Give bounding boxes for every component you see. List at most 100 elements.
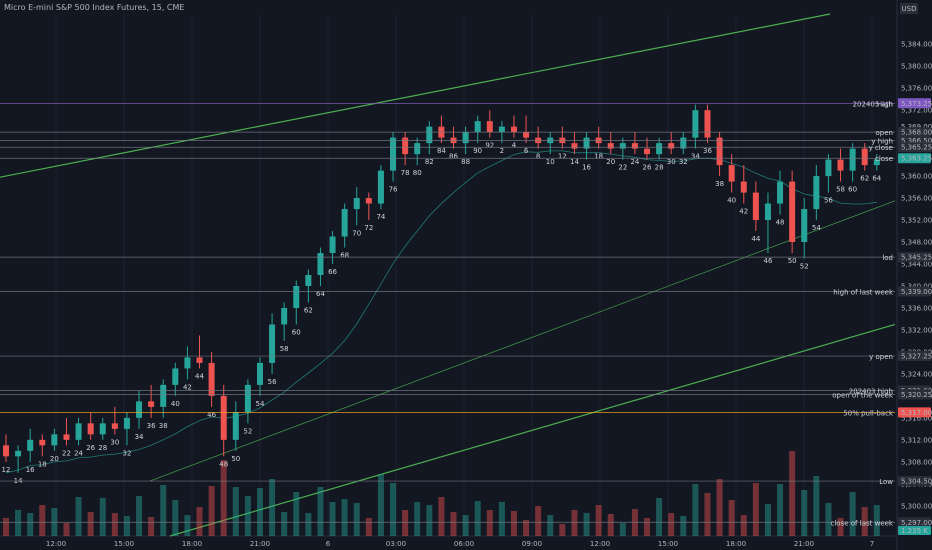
y-tick-label: 5,300.00 — [901, 502, 932, 510]
volume-bar — [317, 487, 324, 536]
bar-count-label: 44 — [751, 235, 760, 243]
candle-body[interactable] — [414, 143, 421, 155]
volume-bar — [160, 485, 167, 536]
candle-body[interactable] — [353, 198, 360, 210]
volume-bar — [232, 487, 239, 536]
candle-body[interactable] — [861, 148, 868, 166]
candle-body[interactable] — [51, 434, 58, 446]
volume-bar — [462, 515, 469, 536]
candle-body[interactable] — [148, 401, 155, 407]
candle-body[interactable] — [656, 143, 663, 155]
level-label: y high — [871, 137, 893, 145]
bar-count-label: 56 — [824, 197, 833, 205]
candle-body[interactable] — [281, 307, 288, 325]
volume-bar — [571, 510, 578, 536]
bar-count-label: 80 — [413, 169, 422, 177]
candle-body[interactable] — [39, 439, 46, 446]
candle-body[interactable] — [728, 165, 735, 182]
candle-body[interactable] — [825, 159, 832, 177]
volume-bar — [75, 497, 82, 536]
candle-body[interactable] — [813, 176, 820, 210]
candle-body[interactable] — [510, 126, 517, 133]
candle-body[interactable] — [704, 110, 711, 138]
candle-body[interactable] — [208, 362, 215, 396]
candle-body[interactable] — [75, 423, 82, 440]
candle-body[interactable] — [716, 137, 723, 166]
bar-count-label: 62 — [304, 306, 313, 314]
currency-badge[interactable] — [900, 3, 918, 14]
candle-body[interactable] — [220, 395, 227, 440]
bar-count-label: 48 — [219, 460, 228, 468]
candle-body[interactable] — [619, 143, 626, 149]
level-price-badge — [898, 153, 931, 164]
candle-body[interactable] — [87, 423, 94, 435]
candle-body[interactable] — [486, 121, 493, 133]
candle-body[interactable] — [15, 450, 22, 457]
candle-body[interactable] — [305, 275, 312, 286]
candle-body[interactable] — [390, 137, 397, 171]
candle-body[interactable] — [849, 148, 856, 171]
y-tick-label: 5,356.00 — [901, 195, 932, 203]
candle-body[interactable] — [172, 368, 179, 385]
candle-body[interactable] — [873, 159, 880, 166]
trendline-lower — [169, 323, 896, 537]
candle-body[interactable] — [740, 181, 747, 193]
candle-body[interactable] — [99, 423, 106, 435]
candle-body[interactable] — [196, 357, 203, 363]
candle-body[interactable] — [668, 143, 675, 149]
candle-body[interactable] — [3, 445, 9, 457]
candle-body[interactable] — [256, 362, 263, 385]
candle-body[interactable] — [341, 209, 348, 237]
candle-body[interactable] — [123, 417, 130, 429]
level-label: 50% pull-back — [843, 409, 894, 417]
candle-body[interactable] — [752, 192, 759, 221]
candle-body[interactable] — [583, 137, 590, 149]
candle-body[interactable] — [184, 357, 191, 369]
candle-body[interactable] — [680, 137, 687, 149]
candle-body[interactable] — [244, 384, 251, 413]
bar-count-label: 50 — [788, 257, 797, 265]
candle-body[interactable] — [692, 110, 699, 138]
bar-count-label: 90 — [473, 147, 482, 155]
candle-body[interactable] — [631, 143, 638, 149]
candle-body[interactable] — [136, 401, 143, 418]
candle-body[interactable] — [523, 132, 530, 138]
level-price-text: 5,297.00 — [901, 519, 932, 527]
candle-body[interactable] — [571, 143, 578, 149]
candle-body[interactable] — [293, 285, 300, 308]
candle-body[interactable] — [377, 170, 384, 204]
candle-body[interactable] — [607, 143, 614, 149]
bar-count-label: 82 — [425, 158, 434, 166]
candle-body[interactable] — [402, 137, 409, 155]
candle-body[interactable] — [801, 209, 808, 243]
volume-badge — [898, 526, 931, 535]
candle-body[interactable] — [329, 236, 336, 254]
x-tick-label: 09:00 — [522, 540, 542, 548]
bar-count-label: 16 — [26, 466, 35, 474]
candle-body[interactable] — [644, 148, 651, 155]
candle-body[interactable] — [232, 412, 239, 440]
volume-bar — [680, 516, 687, 536]
candle-body[interactable] — [111, 423, 118, 429]
candle-body[interactable] — [777, 181, 784, 204]
candle-body[interactable] — [837, 159, 844, 171]
bar-count-label: 34 — [135, 433, 144, 441]
candle-body[interactable] — [63, 434, 70, 440]
volume-bar — [704, 493, 711, 536]
candle-body[interactable] — [764, 203, 771, 221]
candle-body[interactable] — [269, 324, 276, 363]
candle-body[interactable] — [160, 384, 167, 407]
candle-body[interactable] — [498, 126, 505, 133]
candle-body[interactable] — [317, 253, 324, 275]
bar-count-label: 12 — [2, 466, 11, 474]
volume-bar — [498, 502, 505, 536]
moving-average-line — [5, 150, 877, 474]
volume-bar — [244, 496, 251, 536]
candle-body[interactable] — [462, 132, 469, 144]
candle-body[interactable] — [27, 439, 34, 451]
candle-body[interactable] — [474, 121, 481, 133]
candle-body[interactable] — [426, 126, 433, 144]
candle-body[interactable] — [789, 181, 796, 243]
candle-body[interactable] — [365, 198, 372, 204]
